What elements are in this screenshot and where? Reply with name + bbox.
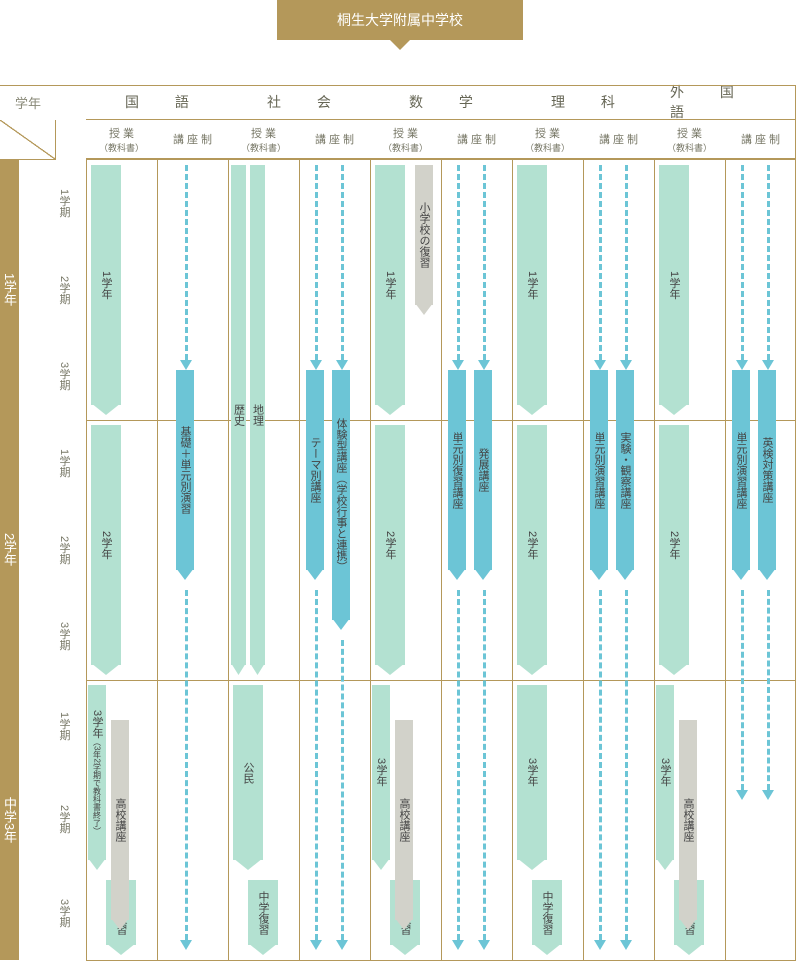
flow-arrow — [315, 165, 318, 360]
subject-body: 1学年2学年3学年中学復習高校講座小学校の復習単元別復習講座発展講座 — [370, 160, 512, 960]
flow-arrow: 単元別演習講座 — [590, 370, 608, 570]
subject-split: 授 業（教科書）講 座 制 — [228, 120, 370, 160]
flow-arrow: 1学年 — [517, 165, 547, 405]
col-koza: 講 座 制 — [299, 120, 370, 158]
term-label: 2学期 — [56, 773, 72, 866]
flow-arrow: 1学年 — [375, 165, 405, 405]
col-koza: 講 座 制 — [157, 120, 228, 158]
subject-name: 数 学 — [370, 85, 512, 120]
subject-column: 数 学授 業（教科書）講 座 制1学年2学年3学年中学復習高校講座小学校の復習単… — [370, 85, 512, 960]
flow-arrow — [741, 590, 744, 790]
term-label: 1学期 — [56, 420, 72, 507]
flow-arrow — [457, 165, 460, 360]
flow-arrow: 単元別演習講座 — [732, 370, 750, 570]
flow-arrow — [625, 590, 628, 940]
diagonal-cell — [0, 120, 56, 160]
subject-split: 授 業（教科書）講 座 制 — [512, 120, 654, 160]
subject-column: 社 会授 業（教科書）講 座 制歴史地理公民中学復習 テーマ別講座体験型講座（学校… — [228, 85, 370, 960]
subject-body: 歴史地理公民中学復習 テーマ別講座体験型講座（学校行事と連携） — [228, 160, 370, 960]
flow-arrow: 中学復習 — [532, 880, 562, 945]
flow-arrow — [625, 165, 628, 360]
grade-3: 中学3年 — [0, 680, 19, 960]
flow-arrow — [741, 165, 744, 360]
term-label: 1学期 — [56, 160, 72, 247]
subject-column: 外 国 語授 業（教科書）講 座 制1学年2学年3学年中学復習高校講座単元別演習… — [654, 85, 796, 960]
flow-arrow: 体験型講座（学校行事と連携） — [332, 370, 350, 620]
subject-column: 国 語授 業（教科書）講 座 制1学年2学年3学年（3年2学期で教科書終了）中学… — [86, 85, 228, 960]
term-label: 2学期 — [56, 247, 72, 334]
col-koza: 講 座 制 — [583, 120, 654, 158]
subject-split: 授 業（教科書）講 座 制 — [370, 120, 512, 160]
flow-arrow: 3学年（3年2学期で教科書終了） — [88, 685, 106, 860]
subject-name: 社 会 — [228, 85, 370, 120]
col-jugyo: 授 業（教科書） — [228, 120, 299, 158]
flow-arrow: テーマ別講座 — [306, 370, 324, 570]
flow-arrow: 2学年 — [517, 425, 547, 665]
subject-split: 授 業（教科書）講 座 制 — [86, 120, 228, 160]
col-jugyo: 授 業（教科書） — [654, 120, 725, 158]
curriculum-chart: 桐生大学附属中学校 学年 1学年 2学年 中学3年 1学期2学期3学期1学期2学… — [0, 0, 800, 970]
flow-arrow: 中学復習 — [248, 880, 278, 945]
grade-2: 2学年 — [0, 420, 19, 680]
flow-arrow — [315, 590, 318, 940]
flow-arrow — [767, 165, 770, 360]
flow-arrow: 高校講座 — [395, 720, 413, 920]
flow-arrow — [185, 165, 188, 360]
term-column: 1学期2学期3学期1学期2学期3学期1学期2学期3学期 — [56, 160, 86, 959]
flow-arrow: 3学年 — [517, 685, 547, 860]
flow-arrow: 実験・観察講座 — [616, 370, 634, 570]
flow-arrow: 1学年 — [659, 165, 689, 405]
flow-arrow — [457, 590, 460, 940]
subject-name: 理 科 — [512, 85, 654, 120]
flow-arrow: 1学年 — [91, 165, 121, 405]
flow-arrow: 高校講座 — [111, 720, 129, 920]
flow-arrow — [483, 165, 486, 360]
flow-arrow — [341, 640, 344, 940]
flow-arrow: 2学年 — [659, 425, 689, 665]
flow-arrow — [767, 590, 770, 790]
flow-arrow: 単元別復習講座 — [448, 370, 466, 570]
col-koza: 講 座 制 — [441, 120, 512, 158]
term-label: 3学期 — [56, 593, 72, 680]
flow-arrow: 公民 — [233, 685, 263, 860]
col-jugyo: 授 業（教科書） — [512, 120, 583, 158]
flow-arrow: 英検対策講座 — [758, 370, 776, 570]
col-koza: 講 座 制 — [725, 120, 796, 158]
flow-arrow — [599, 165, 602, 360]
school-banner: 桐生大学附属中学校 — [277, 0, 523, 40]
flow-arrow — [483, 590, 486, 940]
subject-name: 国 語 — [86, 85, 228, 120]
flow-arrow: 地理 — [250, 165, 265, 665]
subject-name: 外 国 語 — [654, 85, 796, 120]
flow-arrow: 2学年 — [375, 425, 405, 665]
flow-arrow — [341, 165, 344, 360]
col-jugyo: 授 業（教科書） — [86, 120, 157, 158]
term-label: 3学期 — [56, 866, 72, 959]
grade-1: 1学年 — [0, 160, 19, 420]
head-gakunen: 学年 — [0, 85, 56, 120]
flow-arrow — [185, 590, 188, 940]
grade-column: 学年 1学年 2学年 中学3年 — [0, 85, 56, 960]
subject-column: 理 科授 業（教科書）講 座 制 1学年 2学年 3学年中学復習 単元別演習講座実験・観… — [512, 85, 654, 960]
flow-arrow: 小学校の復習 — [415, 165, 433, 305]
flow-arrow: 発展講座 — [474, 370, 492, 570]
flow-arrow: 高校講座 — [679, 720, 697, 920]
term-label: 2学期 — [56, 506, 72, 593]
subject-body: 1学年2学年3学年中学復習高校講座単元別演習講座英検対策講座 — [654, 160, 796, 960]
flow-arrow: 3学年 — [372, 685, 390, 860]
flow-arrow — [599, 590, 602, 940]
col-jugyo: 授 業（教科書） — [370, 120, 441, 158]
subject-body: 1学年2学年3学年（3年2学期で教科書終了）中学復習高校講座基礎＋単元別演習 — [86, 160, 228, 960]
subject-split: 授 業（教科書）講 座 制 — [654, 120, 796, 160]
flow-arrow: 2学年 — [91, 425, 121, 665]
subject-body: 1学年 2学年 3学年中学復習 単元別演習講座実験・観察講座 — [512, 160, 654, 960]
flow-arrow: 基礎＋単元別演習 — [176, 370, 194, 570]
flow-arrow: 歴史 — [231, 165, 246, 665]
term-label: 1学期 — [56, 680, 72, 773]
flow-arrow: 3学年 — [656, 685, 674, 860]
term-label: 3学期 — [56, 333, 72, 420]
